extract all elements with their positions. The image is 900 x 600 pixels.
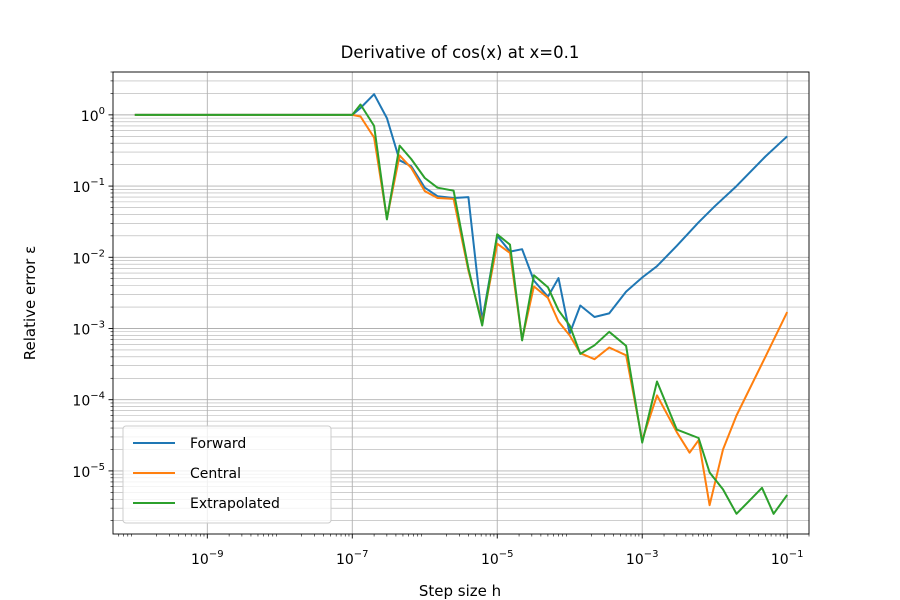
- legend-label-central: Central: [190, 466, 241, 482]
- y-axis-label: Relative error ε: [21, 246, 39, 360]
- series-line-extrapolated: [134, 103, 789, 515]
- axes-frame: [112, 71, 810, 535]
- x-axis-label: Step size h: [419, 582, 501, 600]
- legend-label-forward: Forward: [190, 436, 246, 452]
- legend: Forward Central Extrapolated: [122, 425, 332, 524]
- legend-frame: [122, 425, 332, 524]
- series-line-central: [134, 113, 789, 507]
- series-lines: [134, 93, 789, 515]
- chart-title: Derivative of cos(x) at x=0.1: [341, 43, 580, 62]
- legend-label-extrapolated: Extrapolated: [190, 496, 280, 512]
